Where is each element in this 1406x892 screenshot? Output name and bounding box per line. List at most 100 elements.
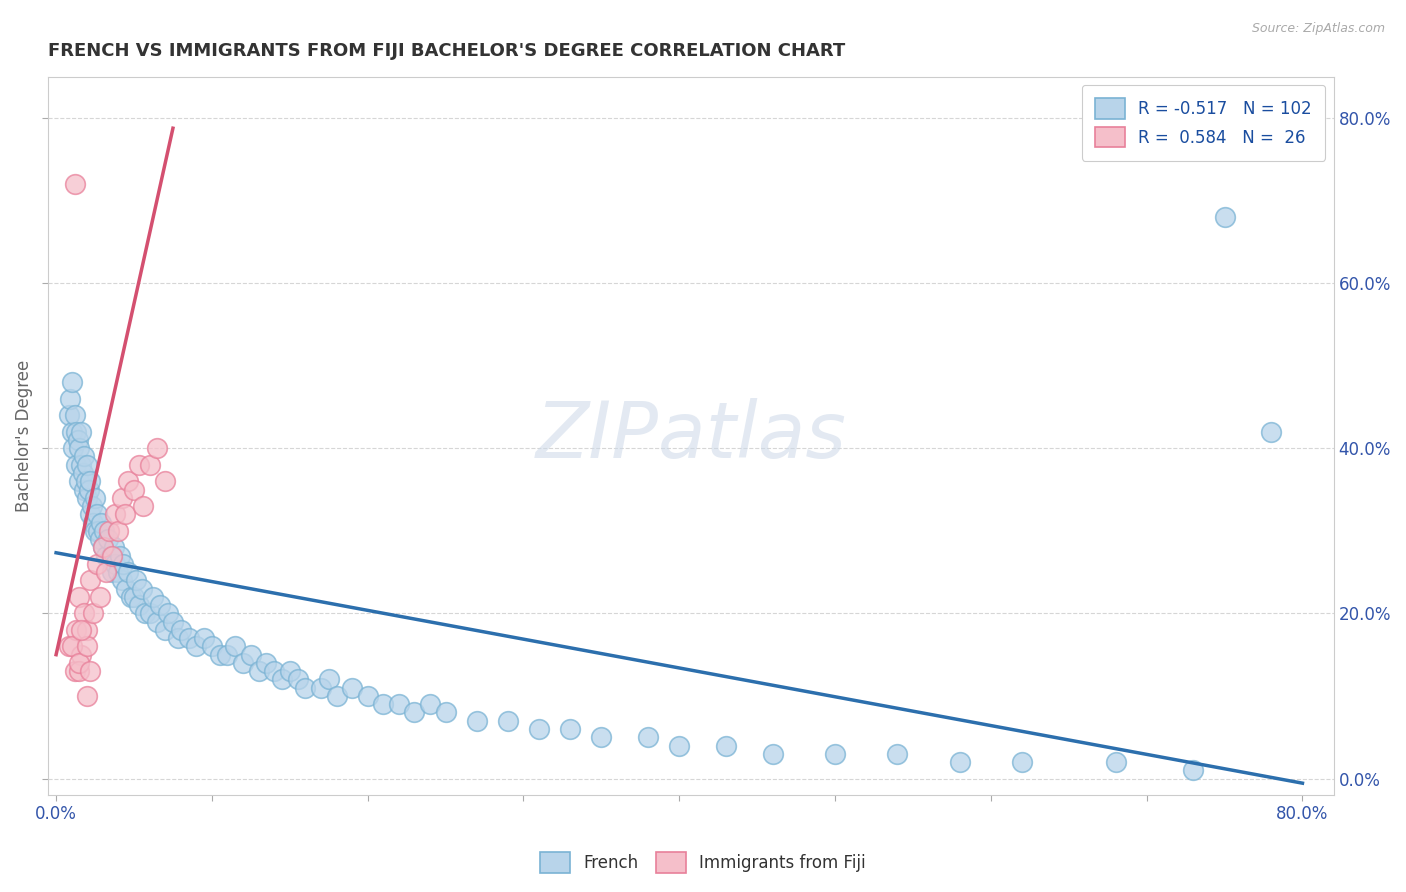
Point [104, 557, 127, 571]
Point [153, 475, 176, 489]
Point [434, 706, 457, 720]
Y-axis label: Bachelor's Degree: Bachelor's Degree [15, 359, 32, 512]
Point [153, 623, 176, 637]
Point [388, 697, 411, 711]
Point [70, 623, 93, 637]
Point [1182, 764, 1205, 778]
Point [60, 425, 83, 439]
Point [108, 549, 131, 563]
Point [637, 731, 659, 745]
Point [224, 640, 246, 654]
Point [76, 491, 98, 505]
Point [1011, 755, 1033, 769]
Point [79, 664, 101, 678]
Point [247, 664, 270, 678]
Point [309, 681, 332, 695]
Point [58, 408, 80, 422]
Point [128, 598, 150, 612]
Point [91, 541, 114, 555]
Point [76, 458, 98, 472]
Point [527, 722, 550, 736]
Point [115, 582, 138, 596]
Point [208, 648, 231, 662]
Point [287, 673, 309, 687]
Point [84, 491, 107, 505]
Point [134, 607, 156, 621]
Point [76, 689, 98, 703]
Point [66, 433, 89, 447]
Point [762, 747, 785, 761]
Point [70, 648, 93, 662]
Point [65, 623, 87, 637]
Point [146, 615, 169, 629]
Point [101, 549, 124, 563]
Point [131, 582, 153, 596]
Point [124, 574, 146, 588]
Point [162, 615, 184, 629]
Point [96, 532, 118, 546]
Point [373, 697, 395, 711]
Point [76, 623, 98, 637]
Point [186, 640, 208, 654]
Point [63, 664, 86, 678]
Point [112, 557, 135, 571]
Point [73, 450, 96, 464]
Point [70, 425, 93, 439]
Point [357, 689, 380, 703]
Point [138, 607, 160, 621]
Point [69, 656, 91, 670]
Point [100, 549, 122, 563]
Point [142, 590, 165, 604]
Point [263, 664, 285, 678]
Point [65, 425, 87, 439]
Point [110, 491, 132, 505]
Point [146, 441, 169, 455]
Point [128, 458, 150, 472]
Point [86, 508, 108, 522]
Point [419, 697, 441, 711]
Point [318, 673, 340, 687]
Point [668, 739, 690, 753]
Point [1104, 755, 1126, 769]
Point [465, 714, 488, 728]
Point [886, 747, 908, 761]
Point [232, 656, 254, 670]
Point [107, 524, 129, 538]
Point [1213, 210, 1236, 224]
Point [714, 739, 737, 753]
Point [107, 565, 129, 579]
Point [94, 565, 117, 579]
Point [98, 524, 121, 538]
Point [949, 755, 972, 769]
Point [63, 177, 86, 191]
Point [62, 441, 84, 455]
Point [69, 664, 91, 678]
Point [117, 475, 139, 489]
Point [1260, 425, 1282, 439]
Point [117, 565, 139, 579]
Point [79, 574, 101, 588]
Point [84, 524, 107, 538]
Point [110, 574, 132, 588]
Point [132, 499, 155, 513]
Point [72, 466, 94, 480]
Point [79, 475, 101, 489]
Point [89, 590, 111, 604]
Point [73, 483, 96, 497]
Point [90, 516, 112, 530]
Point [138, 458, 160, 472]
Point [157, 607, 180, 621]
Point [69, 475, 91, 489]
Point [122, 590, 145, 604]
Legend: French, Immigrants from Fiji: French, Immigrants from Fiji [534, 846, 872, 880]
Point [75, 475, 97, 489]
Legend: R = -0.517   N = 102, R =  0.584   N =  26: R = -0.517 N = 102, R = 0.584 N = 26 [1081, 85, 1326, 161]
Point [824, 747, 846, 761]
Point [294, 681, 316, 695]
Point [86, 557, 108, 571]
Point [239, 648, 262, 662]
Point [278, 664, 301, 678]
Point [60, 640, 83, 654]
Point [69, 590, 91, 604]
Point [166, 631, 188, 645]
